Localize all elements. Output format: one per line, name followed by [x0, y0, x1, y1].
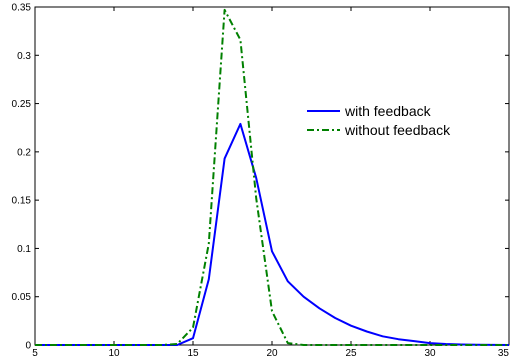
x-tick-label: 25 — [345, 348, 357, 359]
y-tick-label: 0.05 — [12, 292, 32, 303]
y-tick-label: 0.1 — [17, 244, 31, 255]
legend: with feedback without feedback — [307, 103, 451, 138]
x-tick-label: 5 — [32, 348, 38, 359]
y-axis-ticks: 0 0.05 0.1 0.15 0.2 0.25 0.3 0.35 — [12, 3, 509, 352]
y-tick-label: 0.25 — [12, 99, 32, 110]
series-line-without-feedback — [35, 8, 509, 346]
x-axis-ticks: 5 10 15 20 25 30 35 — [32, 7, 510, 359]
y-tick-label: 0.2 — [17, 147, 31, 158]
y-tick-label: 0.3 — [17, 51, 31, 62]
x-tick-label: 30 — [424, 348, 436, 359]
y-tick-label: 0.35 — [12, 3, 32, 14]
x-tick-label: 35 — [498, 348, 510, 359]
legend-label-without-feedback: without feedback — [344, 122, 451, 138]
series-layer — [35, 8, 510, 346]
plot-area — [34, 6, 510, 346]
legend-label-with-feedback: with feedback — [344, 103, 432, 119]
x-tick-label: 15 — [187, 348, 199, 359]
x-tick-label: 10 — [108, 348, 120, 359]
y-tick-label: 0 — [25, 341, 31, 352]
x-tick-label: 20 — [266, 348, 278, 359]
y-tick-label: 0.15 — [12, 196, 32, 207]
